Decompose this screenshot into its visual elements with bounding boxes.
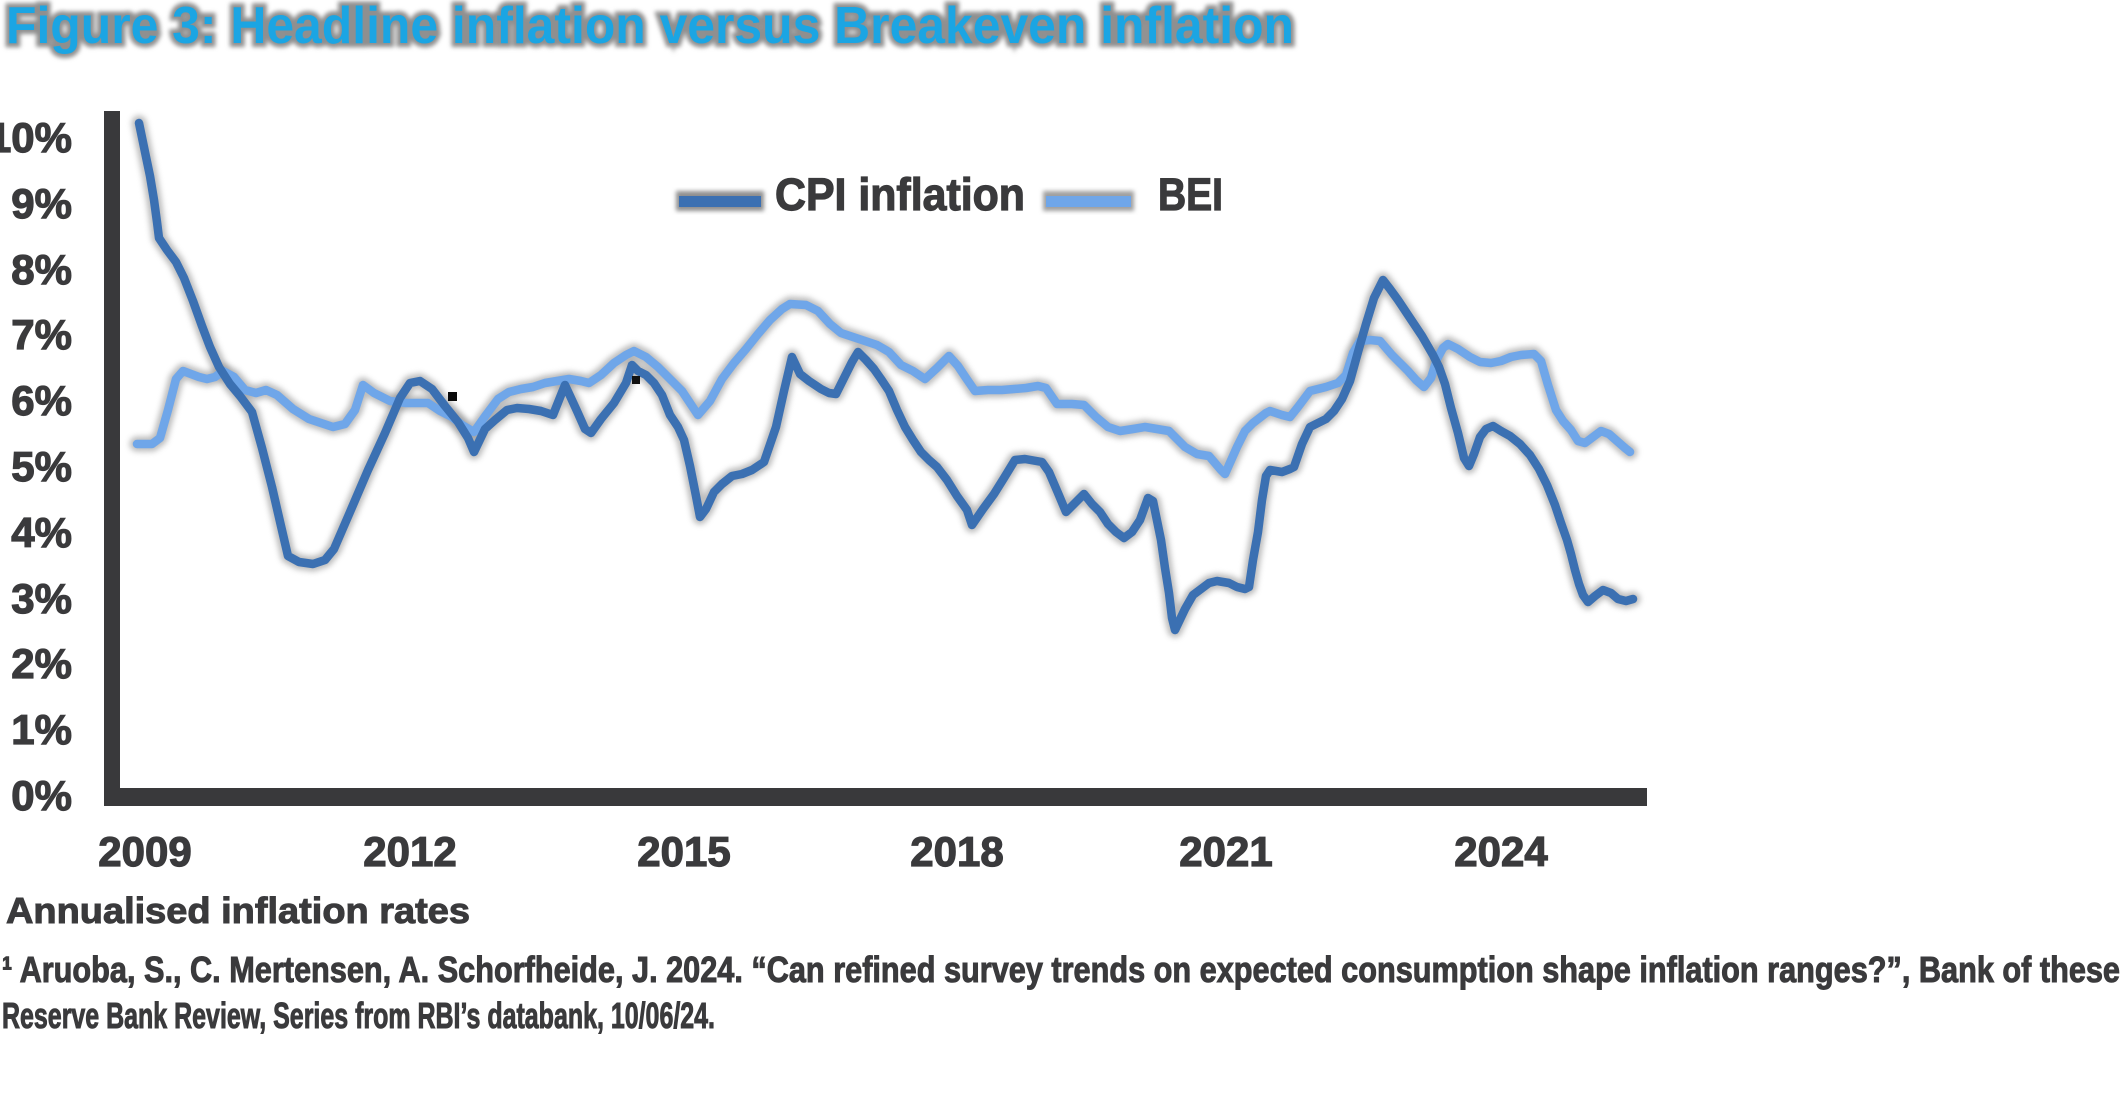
svg-text:¹ Aruoba, S., C. Mertensen, A.: ¹ Aruoba, S., C. Mertensen, A. Schorfhei… bbox=[2, 949, 2120, 990]
svg-text:1%: 1% bbox=[11, 706, 72, 753]
svg-text:2021: 2021 bbox=[1179, 828, 1272, 875]
svg-text:3%: 3% bbox=[11, 575, 72, 622]
svg-text:2012: 2012 bbox=[363, 828, 456, 875]
svg-text:Annualised inflation rates: Annualised inflation rates bbox=[6, 890, 470, 931]
svg-text:CPI inflation: CPI inflation bbox=[775, 169, 1025, 220]
svg-text:6%: 6% bbox=[11, 377, 72, 424]
svg-text:8%: 8% bbox=[11, 246, 72, 293]
svg-text:2015: 2015 bbox=[637, 828, 730, 875]
svg-text:9%: 9% bbox=[11, 180, 72, 227]
svg-text:7%: 7% bbox=[11, 311, 72, 358]
svg-text:2024: 2024 bbox=[1454, 828, 1548, 875]
svg-text:2009: 2009 bbox=[98, 828, 191, 875]
svg-text:4%: 4% bbox=[11, 509, 72, 556]
svg-text:0%: 0% bbox=[11, 772, 72, 819]
svg-text:10%: 10% bbox=[0, 114, 72, 161]
svg-text:BEI: BEI bbox=[1158, 169, 1223, 220]
svg-text:Figure 3: Headline inflation v: Figure 3: Headline inflation versus Brea… bbox=[6, 0, 1294, 55]
svg-text:5%: 5% bbox=[11, 443, 72, 490]
svg-text:2018: 2018 bbox=[910, 828, 1003, 875]
svg-text:2%: 2% bbox=[11, 640, 72, 687]
svg-text:Reserve Bank Review, Series fr: Reserve Bank Review, Series from RBI’s d… bbox=[2, 995, 715, 1036]
svg-text:Figure 3: Headline inflation v: Figure 3: Headline inflation versus Brea… bbox=[6, 0, 1294, 55]
